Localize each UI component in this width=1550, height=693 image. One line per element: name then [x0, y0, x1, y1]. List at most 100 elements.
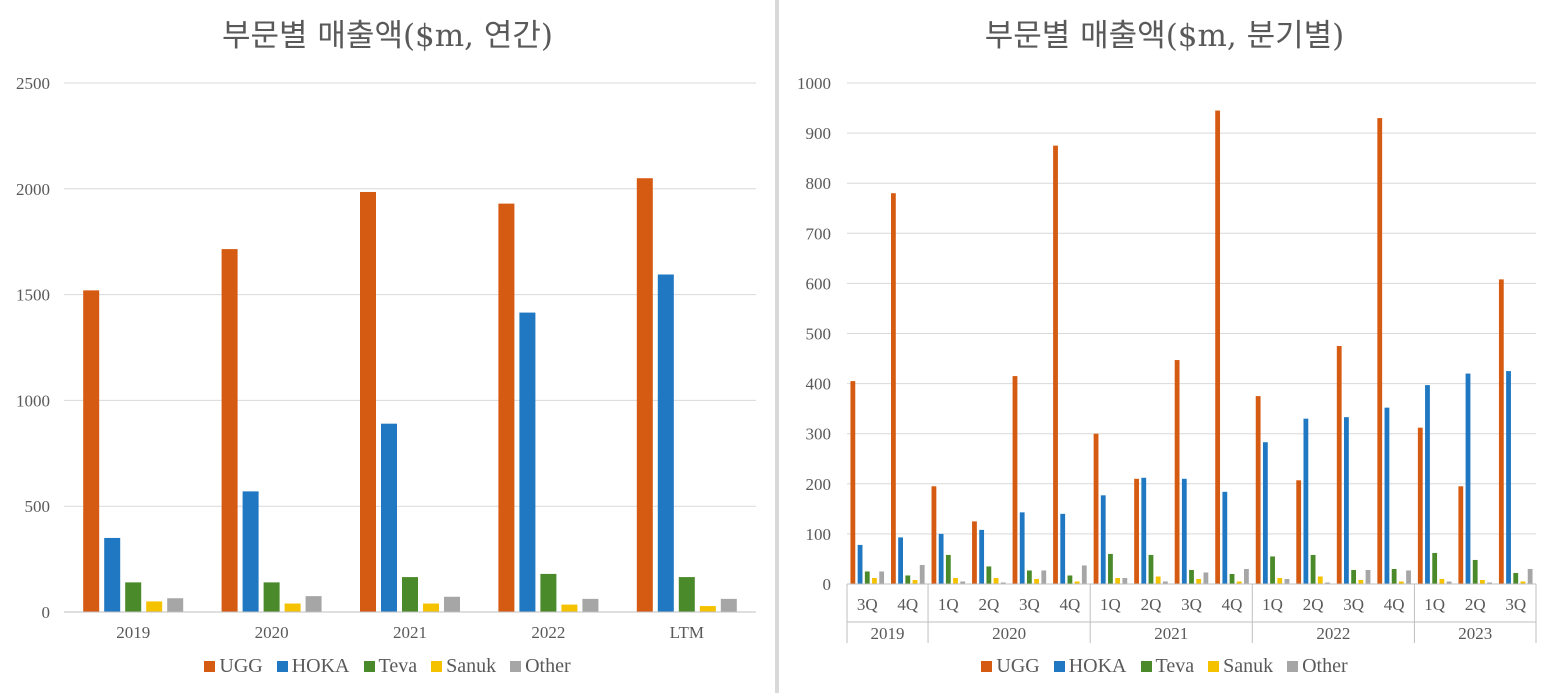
y-tick-label: 200: [806, 475, 832, 494]
bar-ugg: [1498, 279, 1504, 584]
legend-label: Sanuk: [446, 655, 497, 677]
bar-teva: [1148, 554, 1154, 584]
year-group-label: 2023: [1458, 624, 1492, 643]
bar-hoka: [1222, 491, 1228, 584]
bar-ugg: [1053, 145, 1058, 584]
bar-sanuk: [1317, 576, 1323, 584]
bar-other: [1487, 582, 1493, 584]
bar-ugg: [83, 290, 100, 612]
x-tick-label: 1Q: [1424, 595, 1445, 614]
bar-ugg: [931, 486, 937, 584]
bar-teva: [1026, 570, 1032, 584]
x-tick-label: 3Q: [1505, 595, 1526, 614]
panel-divider: [775, 0, 779, 693]
bar-sanuk: [146, 601, 163, 612]
x-tick-label: 1Q: [1262, 595, 1283, 614]
x-tick-label: LTM: [670, 623, 704, 642]
bar-teva: [402, 577, 418, 612]
bar-hoka: [1262, 442, 1268, 584]
bar-other: [1081, 565, 1087, 584]
bar-hoka: [519, 312, 536, 612]
legend-item-ugg: UGG: [204, 655, 263, 678]
chart-title: 부문별 매출액($m, 분기별): [984, 18, 1345, 54]
bar-sanuk: [993, 577, 999, 584]
bar-sanuk: [1277, 577, 1283, 584]
bar-sanuk: [1074, 581, 1080, 584]
bar-other: [1365, 569, 1371, 584]
bar-sanuk: [1155, 576, 1161, 584]
bar-hoka: [1019, 512, 1025, 584]
bar-ugg: [1296, 480, 1302, 584]
bar-hoka: [1425, 385, 1430, 584]
y-tick-label: 0: [42, 603, 51, 622]
bar-sanuk: [912, 579, 918, 584]
legend-swatch: [1287, 661, 1299, 672]
bar-sanuk: [1358, 579, 1364, 584]
bar-other: [444, 596, 460, 612]
legend-item-sanuk: Sanuk: [1208, 655, 1273, 678]
bar-ugg: [1458, 486, 1464, 584]
bar-sanuk: [953, 577, 958, 584]
bar-sanuk: [1439, 578, 1445, 584]
x-tick-label: 2Q: [1465, 595, 1486, 614]
bar-hoka: [1100, 495, 1106, 584]
bar-teva: [1432, 552, 1438, 584]
legend-item-other: Other: [1287, 655, 1348, 678]
y-tick-label: 1000: [797, 74, 831, 93]
bar-ugg: [221, 249, 238, 612]
annual-chart-panel: 부문별 매출액($m, 연간) 0 500 1000 1500 2000 2500 2019…: [0, 18, 775, 678]
bar-teva: [540, 573, 557, 612]
bar-other: [1041, 570, 1047, 584]
bar-hoka: [657, 274, 674, 612]
bar-ugg: [1093, 433, 1099, 584]
bar-ugg: [360, 191, 376, 612]
legend-label: Sanuk: [1223, 655, 1274, 677]
bar-teva: [1189, 569, 1194, 584]
bar-ugg: [1336, 346, 1342, 584]
bar-teva: [905, 575, 911, 584]
y-tick-label: 800: [806, 174, 832, 193]
bar-hoka: [242, 491, 259, 612]
bar-ugg: [1215, 110, 1221, 585]
bar-sanuk: [1520, 581, 1526, 584]
bar-other: [1122, 577, 1128, 584]
y-tick-label: 100: [806, 525, 832, 544]
bar-other: [919, 564, 925, 584]
bar-hoka: [1506, 371, 1511, 584]
x-tick-label: 4Q: [1222, 595, 1243, 614]
bar-hoka: [1060, 513, 1066, 584]
legend-label: Teva: [1155, 655, 1195, 677]
y-tick-label: 1500: [16, 286, 50, 305]
chart-title: 부문별 매출액($m, 연간): [221, 18, 554, 54]
bar-other: [1325, 582, 1330, 584]
bar-teva: [678, 577, 695, 612]
x-tick-label: 1Q: [1100, 595, 1121, 614]
x-tick-label: 3Q: [1019, 595, 1040, 614]
legend-item-hoka: HOKA: [276, 655, 350, 678]
annual-chart-plot: 0 500 1000 1500 2000 2500 2019 2020 2021 2022 LTM: [16, 74, 756, 642]
y-tick-label: 500: [806, 325, 832, 344]
year-group-label: 2022: [1316, 624, 1350, 643]
quarterly-chart-legend: UGG HOKA Teva Sanuk Other: [779, 655, 1550, 678]
bar-sanuk: [561, 604, 578, 612]
bar-other: [1446, 581, 1452, 584]
bar-teva: [1108, 553, 1113, 584]
annual-chart-legend: UGG HOKA Teva Sanuk Other: [0, 655, 775, 678]
y-tick-label: 900: [806, 124, 832, 143]
x-tick-label: 2021: [393, 623, 427, 642]
bar-hoka: [104, 537, 121, 612]
bar-other: [1162, 581, 1168, 584]
legend-item-ugg: UGG: [981, 655, 1040, 678]
bar-other: [1244, 568, 1249, 584]
y-tick-label: 0: [823, 575, 832, 594]
bar-ugg: [1255, 396, 1261, 584]
legend-swatch: [1208, 661, 1220, 672]
bar-sanuk: [284, 603, 301, 612]
bar-teva: [864, 571, 870, 584]
legend-label: UGG: [219, 655, 263, 677]
bar-hoka: [857, 544, 863, 584]
x-tick-label: 2Q: [1303, 595, 1324, 614]
quarterly-chart-panel: 부문별 매출액($m, 분기별) 0 100 200 300 400 500 600 700 8…: [779, 0, 1550, 693]
bar-sanuk: [1480, 579, 1485, 584]
x-tick-label: 2Q: [978, 595, 999, 614]
